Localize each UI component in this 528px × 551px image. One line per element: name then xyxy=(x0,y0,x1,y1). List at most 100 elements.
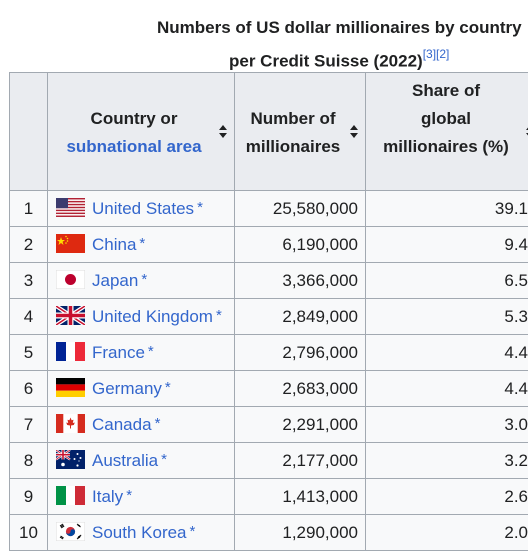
country-cell: United States* xyxy=(48,191,235,227)
millionaires-cell: 2,796,000 xyxy=(235,335,366,371)
share-cell: 5.3 xyxy=(366,299,528,335)
asterisk-link[interactable]: * xyxy=(165,379,171,396)
millionaires-cell: 1,290,000 xyxy=(235,515,366,551)
country-link[interactable]: South Korea xyxy=(92,523,187,542)
rank-cell: 4 xyxy=(10,299,48,335)
asterisk-link[interactable]: * xyxy=(197,199,203,216)
millionaires-cell: 6,190,000 xyxy=(235,227,366,263)
country-link[interactable]: China xyxy=(92,235,136,254)
country-cell: China* xyxy=(48,227,235,263)
rank-cell: 5 xyxy=(10,335,48,371)
country-cell: Japan* xyxy=(48,263,235,299)
country-cell: Canada* xyxy=(48,407,235,443)
share-cell: 2.6 xyxy=(366,479,528,515)
asterisk-link[interactable]: * xyxy=(190,523,196,540)
country-header-line1: Country or xyxy=(48,105,220,133)
number-header-line2: millionaires xyxy=(235,133,351,161)
share-cell: 4.4 xyxy=(366,371,528,407)
country-link[interactable]: Canada xyxy=(92,415,152,434)
country-link[interactable]: Australia xyxy=(92,451,158,470)
share-header-line2: global xyxy=(366,105,526,133)
australia-flag-icon[interactable] xyxy=(56,450,85,469)
country-link[interactable]: France xyxy=(92,343,145,362)
rank-cell: 8 xyxy=(10,443,48,479)
share-header-line1: Share of xyxy=(366,77,526,105)
asterisk-link[interactable]: * xyxy=(126,487,132,504)
rank-header xyxy=(10,73,48,191)
share-cell: 9.4 xyxy=(366,227,528,263)
japan-flag-icon[interactable] xyxy=(56,270,85,289)
south-korea-flag-icon[interactable] xyxy=(56,522,85,541)
reference-2-link[interactable]: [2] xyxy=(436,47,449,61)
country-link[interactable]: Japan xyxy=(92,271,138,290)
share-header-line3: millionaires (%) xyxy=(366,133,526,161)
caption-line-2-text: per Credit Suisse (2022) xyxy=(229,52,423,71)
table-caption: Numbers of US dollar millionaires by cou… xyxy=(0,0,528,72)
caption-line-2: per Credit Suisse (2022)[3][2] xyxy=(229,42,449,76)
country-link[interactable]: Italy xyxy=(92,487,123,506)
rank-cell: 10 xyxy=(10,515,48,551)
reference-2[interactable]: [2] xyxy=(436,47,449,61)
share-cell: 2.0 xyxy=(366,515,528,551)
share-cell: 6.5 xyxy=(366,263,528,299)
millionaires-cell: 2,683,000 xyxy=(235,371,366,407)
sort-arrows-icon[interactable] xyxy=(350,125,359,139)
country-cell: United Kingdom* xyxy=(48,299,235,335)
share-cell: 3.0 xyxy=(366,407,528,443)
rank-cell: 2 xyxy=(10,227,48,263)
us-flag-icon[interactable] xyxy=(56,198,85,217)
millionaires-cell: 2,291,000 xyxy=(235,407,366,443)
number-header-line1: Number of xyxy=(235,105,351,133)
country-link[interactable]: United States xyxy=(92,199,194,218)
rank-cell: 9 xyxy=(10,479,48,515)
subnational-area-link[interactable]: subnational area xyxy=(66,137,201,156)
asterisk-link[interactable]: * xyxy=(155,415,161,432)
share-cell: 4.4 xyxy=(366,335,528,371)
asterisk-link[interactable]: * xyxy=(139,235,145,252)
share-cell: 3.2 xyxy=(366,443,528,479)
uk-flag-icon[interactable] xyxy=(56,306,85,325)
country-cell: Germany* xyxy=(48,371,235,407)
asterisk-link[interactable]: * xyxy=(148,343,154,360)
asterisk-link[interactable]: * xyxy=(161,451,167,468)
country-cell: South Korea* xyxy=(48,515,235,551)
millionaires-table: Country or subnational area Number of mi… xyxy=(9,72,528,551)
country-cell: France* xyxy=(48,335,235,371)
share-header[interactable]: Share of global millionaires (%) xyxy=(366,73,528,191)
asterisk-link[interactable]: * xyxy=(141,271,147,288)
sort-arrows-icon[interactable] xyxy=(219,125,228,139)
millionaires-cell: 25,580,000 xyxy=(235,191,366,227)
rank-cell: 7 xyxy=(10,407,48,443)
country-header[interactable]: Country or subnational area xyxy=(48,73,235,191)
caption-line-1: Numbers of US dollar millionaires by cou… xyxy=(157,14,522,42)
country-cell: Australia* xyxy=(48,443,235,479)
header-row: Country or subnational area Number of mi… xyxy=(10,73,528,191)
country-link[interactable]: Germany xyxy=(92,379,162,398)
china-flag-icon[interactable] xyxy=(56,234,85,253)
millionaires-cell: 2,849,000 xyxy=(235,299,366,335)
reference-3-link[interactable]: [3] xyxy=(423,47,436,61)
germany-flag-icon[interactable] xyxy=(56,378,85,397)
reference-3[interactable]: [3] xyxy=(423,47,436,61)
italy-flag-icon[interactable] xyxy=(56,486,85,505)
number-header[interactable]: Number of millionaires xyxy=(235,73,366,191)
rank-cell: 3 xyxy=(10,263,48,299)
france-flag-icon[interactable] xyxy=(56,342,85,361)
asterisk-link[interactable]: * xyxy=(216,307,222,324)
canada-flag-icon[interactable] xyxy=(56,414,85,433)
share-cell: 39.1 xyxy=(366,191,528,227)
millionaires-cell: 3,366,000 xyxy=(235,263,366,299)
millionaires-cell: 1,413,000 xyxy=(235,479,366,515)
country-link[interactable]: United Kingdom xyxy=(92,307,213,326)
millionaires-cell: 2,177,000 xyxy=(235,443,366,479)
